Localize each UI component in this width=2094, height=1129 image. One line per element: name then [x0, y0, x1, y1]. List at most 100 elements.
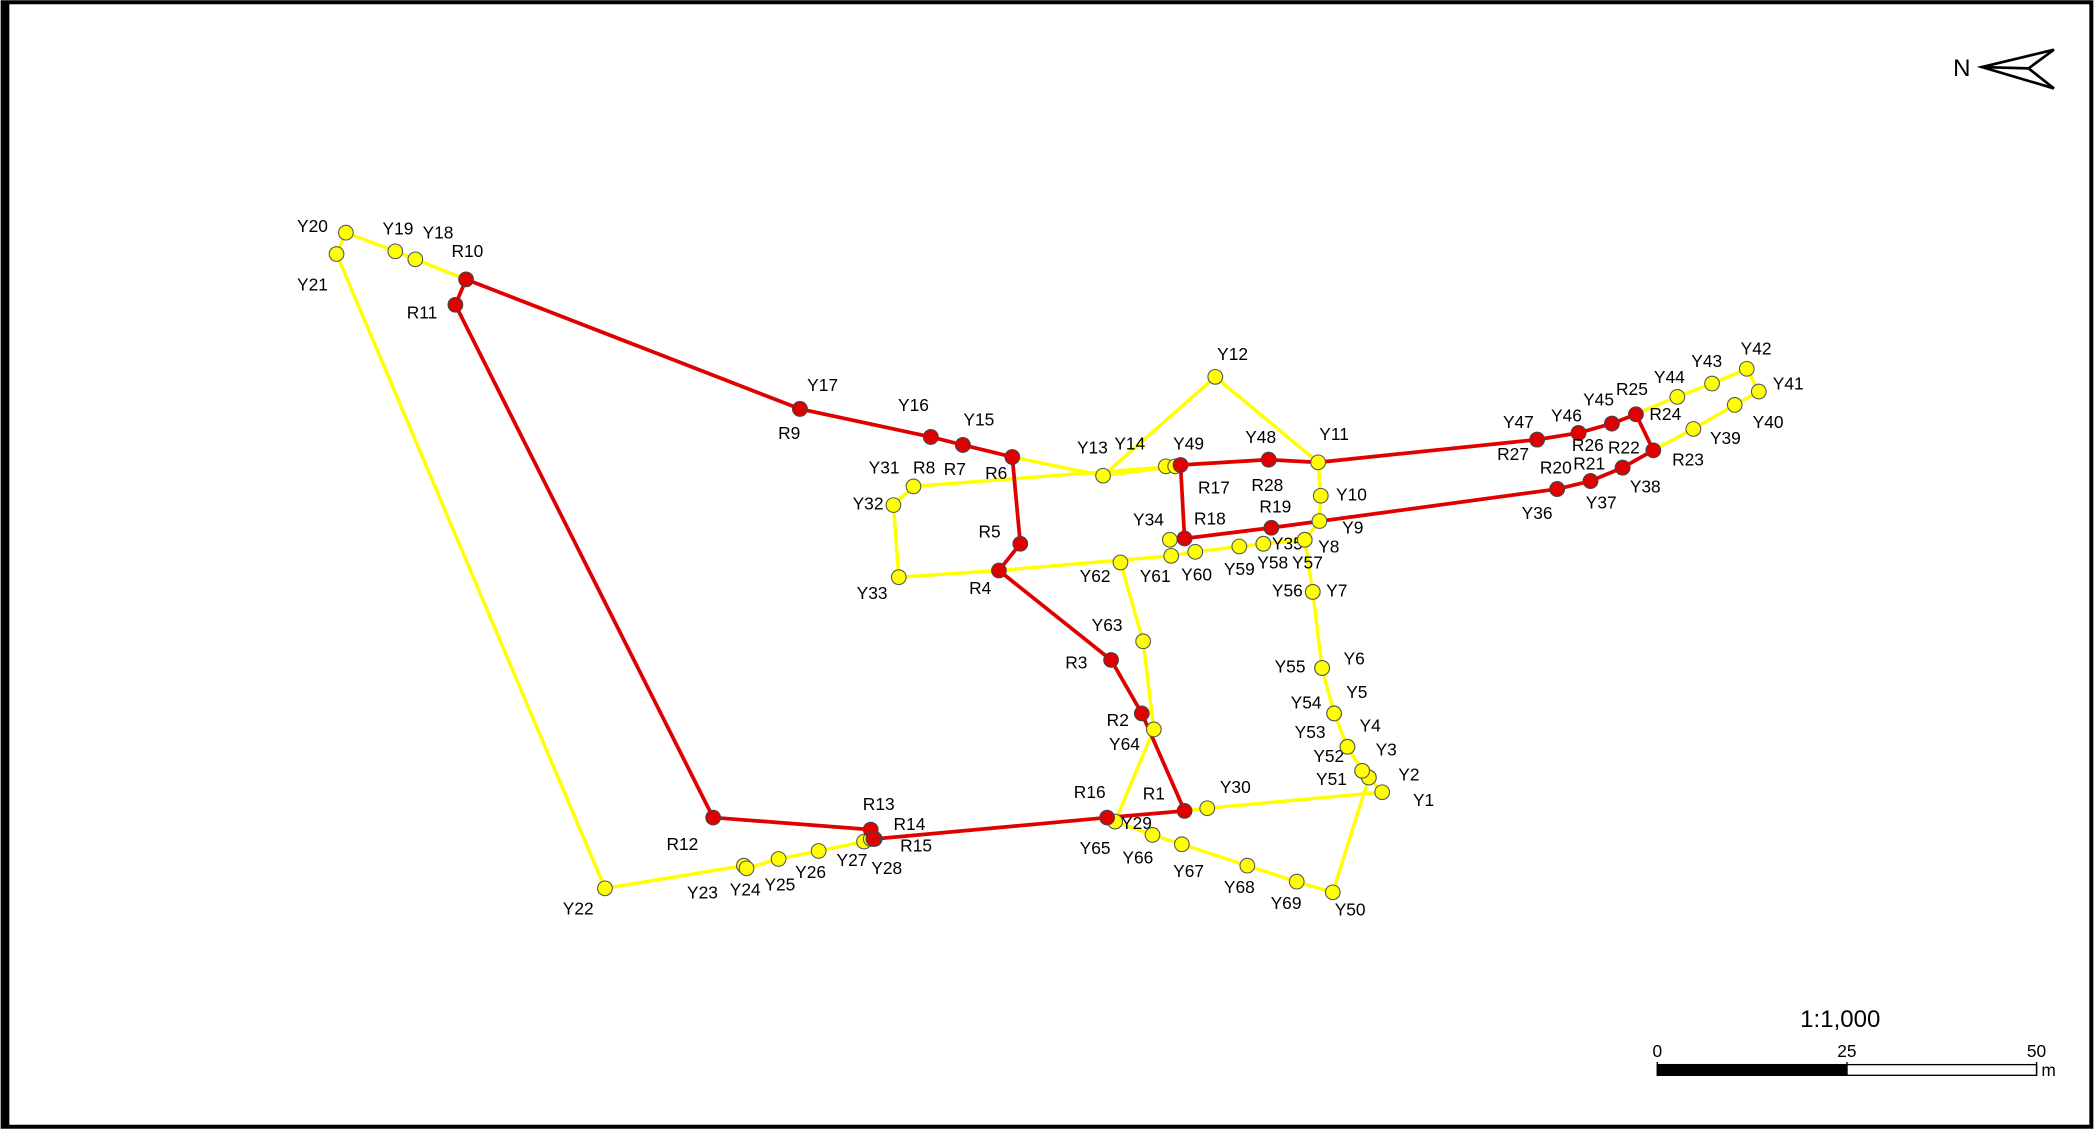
yellow-point-label: Y5	[1346, 682, 1367, 702]
red-point-label: R26	[1572, 435, 1604, 455]
yellow-point	[1311, 513, 1328, 529]
red-point-label: R28	[1251, 475, 1283, 495]
yellow-point-label: Y20	[297, 216, 328, 236]
red-point	[1529, 431, 1545, 448]
frame-edge	[1, 1, 10, 1128]
yellow-point-label: Y17	[807, 375, 838, 395]
yellow-point	[1207, 368, 1224, 385]
yellow-point	[1163, 547, 1180, 564]
yellow-point-label: Y23	[687, 882, 718, 902]
yellow-point-label: Y54	[1291, 693, 1322, 713]
red-point	[792, 401, 808, 417]
red-point-label: R7	[944, 459, 966, 479]
yellow-point	[1187, 543, 1204, 560]
yellow-point-label: Y33	[857, 583, 888, 603]
yellow-point-label: Y46	[1551, 406, 1582, 426]
red-point-label: R24	[1649, 404, 1681, 424]
north-label: N	[1953, 55, 1970, 82]
scale-bar-label: 25	[1837, 1041, 1856, 1061]
yellow-point	[1685, 421, 1702, 437]
yellow-point	[770, 851, 787, 867]
red-point	[1645, 442, 1662, 459]
yellow-point	[1145, 721, 1162, 738]
yellow-point-label: Y61	[1140, 566, 1171, 586]
yellow-point-label: Y14	[1114, 434, 1145, 454]
red-point	[1628, 406, 1644, 423]
yellow-point	[1704, 375, 1720, 392]
yellow-point-label: Y68	[1224, 877, 1255, 897]
north-arrow-shaft	[1981, 65, 2029, 70]
yellow-point-label: Y62	[1080, 566, 1111, 586]
yellow-point	[1304, 583, 1321, 600]
yellow-point-label: Y44	[1654, 367, 1685, 387]
yellow-point-label: Y22	[563, 898, 594, 918]
yellow-point-label: Y43	[1691, 351, 1722, 371]
yellow-point	[1231, 538, 1248, 555]
red-point	[922, 429, 939, 445]
red-point	[865, 831, 882, 847]
yellow-point	[810, 843, 827, 859]
yellow-point-label: Y45	[1583, 389, 1614, 409]
yellow-point-label: Y19	[383, 219, 414, 239]
yellow-point	[1255, 535, 1272, 552]
yellow-point-label: Y63	[1092, 615, 1123, 635]
red-point-label: R2	[1107, 710, 1129, 730]
yellow-point-label: Y48	[1245, 427, 1276, 447]
yellow-point-label: Y38	[1630, 476, 1661, 496]
red-point	[1004, 449, 1021, 465]
yellow-point-label: Y28	[871, 858, 902, 878]
red-point-label: R8	[913, 458, 935, 478]
yellow-point-label: Y4	[1360, 715, 1382, 735]
red-point	[1604, 415, 1620, 432]
yellow-point-label: Y36	[1522, 503, 1553, 523]
yellow-point-label: Y27	[837, 850, 868, 870]
red-point	[1099, 809, 1115, 826]
yellow-point-label: Y41	[1773, 373, 1804, 393]
red-point-label: R18	[1194, 508, 1226, 528]
yellow-traverse-line	[345, 231, 467, 281]
yellow-point-label: Y34	[1133, 510, 1164, 530]
red-point	[458, 271, 474, 288]
scale-ratio: 1:1,000	[1800, 1006, 1880, 1033]
yellow-point	[890, 569, 907, 586]
yellow-point-label: Y18	[423, 223, 454, 243]
red-point	[954, 437, 971, 453]
red-point	[1133, 705, 1150, 722]
yellow-point-label: Y9	[1342, 518, 1363, 538]
scale-bar-label: 0	[1652, 1041, 1662, 1061]
yellow-point-label: Y49	[1173, 434, 1204, 454]
red-point-label: R5	[978, 522, 1000, 542]
yellow-point-label: Y32	[853, 494, 884, 514]
yellow-point-label: Y53	[1295, 722, 1326, 742]
yellow-point-label: Y10	[1336, 484, 1367, 504]
yellow-point	[1199, 800, 1216, 817]
yellow-point	[1374, 784, 1391, 801]
yellow-point	[1314, 660, 1330, 676]
red-traverse-line	[453, 277, 1187, 841]
yellow-point	[407, 251, 424, 268]
yellow-point-label: Y56	[1272, 580, 1303, 600]
yellow-traverse-line	[891, 464, 1305, 579]
yellow-point-label: Y65	[1080, 838, 1111, 858]
yellow-point	[1135, 633, 1152, 650]
yellow-point-label: Y51	[1316, 769, 1347, 789]
red-point	[1549, 481, 1566, 497]
scale-bar-segment	[1846, 1063, 2038, 1076]
yellow-point-label: Y66	[1122, 848, 1153, 868]
red-point-label: R13	[863, 794, 895, 814]
yellow-point	[885, 497, 902, 513]
yellow-point-label: Y26	[795, 862, 826, 882]
yellow-point	[1288, 873, 1305, 890]
red-point	[1570, 425, 1587, 441]
red-point-label: R25	[1616, 379, 1648, 399]
yellow-point	[1726, 397, 1743, 413]
yellow-point	[905, 478, 922, 495]
yellow-point-label: Y69	[1271, 893, 1302, 913]
red-point-label: R21	[1573, 454, 1605, 474]
red-point-label: R22	[1608, 438, 1640, 458]
red-point-label: R10	[451, 241, 483, 261]
yellow-point	[1095, 467, 1111, 484]
yellow-point	[1112, 554, 1129, 571]
